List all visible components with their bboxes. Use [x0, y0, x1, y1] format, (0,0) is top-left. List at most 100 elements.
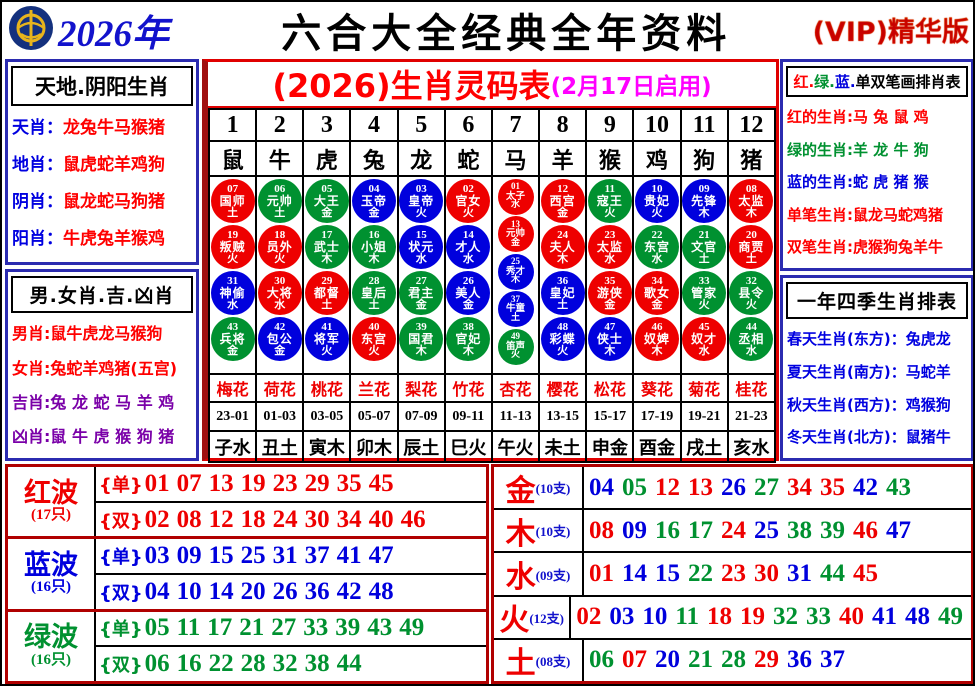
color-stroke-label: 单笔生肖:	[787, 205, 853, 224]
zodiac-attribute-row: 天肖：龙兔牛马猴猪	[12, 119, 192, 138]
color-stroke-value: 马 兔 鼠 鸡	[853, 108, 929, 127]
element-number: 31	[787, 560, 812, 587]
element-number: 01	[589, 560, 614, 587]
zodiac-name-cell: 狗	[679, 140, 729, 177]
code-ball-title: 武士	[313, 239, 340, 254]
wave-number: 41	[336, 542, 362, 570]
color-stroke-title-segment: 红.	[793, 73, 815, 91]
flower-cell: 葵花	[632, 373, 682, 403]
wave-number: 23	[272, 469, 298, 497]
flower-cell: 桂花	[726, 373, 777, 403]
code-ball-element: 金	[321, 206, 333, 220]
vip-badge: (VIP)精华版	[813, 10, 973, 49]
header-brand: 2026年	[2, 3, 200, 57]
element-name: 木	[505, 516, 536, 552]
element-number: 13	[688, 473, 713, 501]
element-number: 36	[787, 646, 812, 674]
element-number: 27	[754, 473, 779, 501]
color-stroke-box-body: 红的生肖:马 兔 鼠 鸡绿的生肖:羊 龙 牛 狗蓝的生肖:蛇 虎 猪 猴单笔生肖…	[783, 99, 971, 268]
wave-number: 30	[304, 505, 330, 533]
code-ball-04: 04 玉帝金	[352, 179, 396, 223]
four-seasons-box-title: 一年四季生肖排表	[786, 282, 968, 319]
earthly-branch-cell: 未土	[538, 430, 588, 463]
earthly-branch-cell: 丑土	[255, 430, 305, 463]
code-ball-element: 土	[511, 312, 521, 323]
zodiac-attribute-value: 龙兔牛马猴猪	[63, 118, 165, 139]
code-ball-10: 10 贵妃火	[635, 179, 679, 223]
zodiac-code-table-subtitle: (2月17日启用)	[550, 74, 712, 100]
wave-number: 34	[336, 505, 362, 533]
code-ball-element: 水	[415, 252, 427, 266]
code-ball-title: 寇王	[596, 193, 623, 208]
code-ball-40: 40 东宫火	[352, 317, 396, 361]
flower-cell: 菊花	[679, 373, 729, 403]
code-ball-element: 土	[368, 298, 380, 312]
code-ball-column: 05 大王金 17 武士木 29 都督土 41 将军火	[302, 175, 352, 375]
code-ball-title: 贵妃	[643, 193, 670, 208]
wave-number: 03	[144, 542, 170, 570]
code-ball-number: 46	[651, 320, 663, 333]
code-ball-38: 38 官妃木	[446, 317, 490, 361]
season-zodiac-row: 冬天生肖(北方)：鼠猪牛	[787, 429, 967, 446]
code-ball-number: 49	[511, 331, 521, 342]
male-female-box-title: 男.女肖.吉.凶肖	[11, 276, 193, 313]
element-numbers: 08 09 16 17 24 25 38 39 46 47	[584, 510, 971, 551]
color-stroke-value: 蛇 虎 猪 猴	[853, 173, 929, 192]
code-ball-title: 大将	[266, 285, 293, 300]
code-ball-element: 金	[604, 298, 616, 312]
wave-number: 31	[272, 542, 298, 570]
position-number-cell: 4	[349, 108, 399, 142]
element-number: 11	[675, 603, 699, 631]
code-ball-17: 17 武士木	[305, 225, 349, 269]
zodiac-name-cell: 兔	[349, 140, 399, 177]
element-name: 土	[505, 646, 536, 682]
code-ball-number: 29	[321, 274, 333, 287]
earthly-branch-cell: 子水	[207, 430, 258, 463]
code-ball-title: 东宫	[643, 239, 670, 254]
code-ball-element: 木	[604, 344, 616, 358]
wave-numbers: 02 08 12 18 24 30 34 40 46	[145, 506, 433, 534]
wave-number-row: {双} 06 16 22 28 32 38 44	[96, 647, 486, 681]
code-ball-21: 21 文官土	[682, 225, 726, 269]
wave-number: 16	[176, 650, 202, 678]
code-ball-title: 管家	[691, 285, 718, 300]
code-ball-element: 水	[274, 298, 286, 312]
wave-rows: {单} 05 11 17 21 27 33 39 43 49 {双} 06 16 22 28 32 38 44	[96, 612, 486, 681]
wave-name: 蓝波	[24, 549, 78, 581]
heaven-earth-yinyang-box: 天地.阴阳生肖 天肖：龙兔牛马猴猪 地肖：鼠虎蛇羊鸡狗 阴肖：鼠龙蛇马狗猪 阳肖：牛虎…	[5, 59, 199, 265]
heaven-earth-box-body: 天肖：龙兔牛马猴猪 地肖：鼠虎蛇羊鸡狗 阴肖：鼠龙蛇马狗猪 阳肖：牛虎兔羊猴鸡	[8, 108, 196, 262]
element-number: 17	[688, 516, 713, 544]
code-ball-title: 皇帝	[408, 193, 435, 208]
code-ball-element: 木	[511, 275, 521, 286]
code-ball-number: 40	[368, 320, 380, 333]
zodiac-code-table-header: (2026)生肖灵码表 (2月17日启用)	[208, 62, 776, 108]
position-number-cell: 7	[490, 108, 541, 142]
five-elements-table: 金 (10支) 04 05 12 13 26 27 34 35 42 43 木 (10支) 08 09 16 17…	[491, 464, 973, 684]
flower-cell: 樱花	[538, 373, 588, 403]
flower-cell: 梨花	[396, 373, 446, 403]
code-ball-title: 皇后	[361, 285, 388, 300]
code-ball-element: 木	[415, 344, 427, 358]
flower-cell: 荷花	[255, 373, 305, 403]
code-ball-element: 火	[511, 350, 521, 361]
element-number: 33	[806, 603, 831, 631]
code-ball-48: 48 彩蝶火	[541, 317, 585, 361]
code-ball-element: 水	[604, 252, 616, 266]
code-ball-title: 将军	[313, 331, 340, 346]
code-ball-column: 12 西宫金 24 夫人木 36 皇妃土 48 彩蝶火	[538, 175, 588, 375]
wave-number: 26	[272, 577, 298, 605]
element-count: (10支)	[535, 524, 571, 540]
code-ball-title: 皇妃	[549, 285, 576, 300]
wave-number: 44	[336, 650, 362, 678]
wave-parity-tag: {单}	[99, 547, 143, 569]
code-ball-title: 彩蝶	[549, 331, 576, 346]
element-number: 45	[853, 560, 878, 587]
position-number-cell: 12	[726, 108, 777, 142]
code-ball-element: 火	[651, 206, 663, 220]
code-ball-06: 06 元帅土	[258, 179, 302, 223]
sidebar-right: 红.绿.蓝.单双笔画排肖表 红的生肖:马 兔 鼠 鸡绿的生肖:羊 龙 牛 狗蓝的…	[780, 59, 973, 461]
wave-number: 20	[240, 577, 266, 605]
color-stroke-label: 红的生肖:	[787, 108, 853, 127]
code-ball-title: 太监	[596, 239, 623, 254]
